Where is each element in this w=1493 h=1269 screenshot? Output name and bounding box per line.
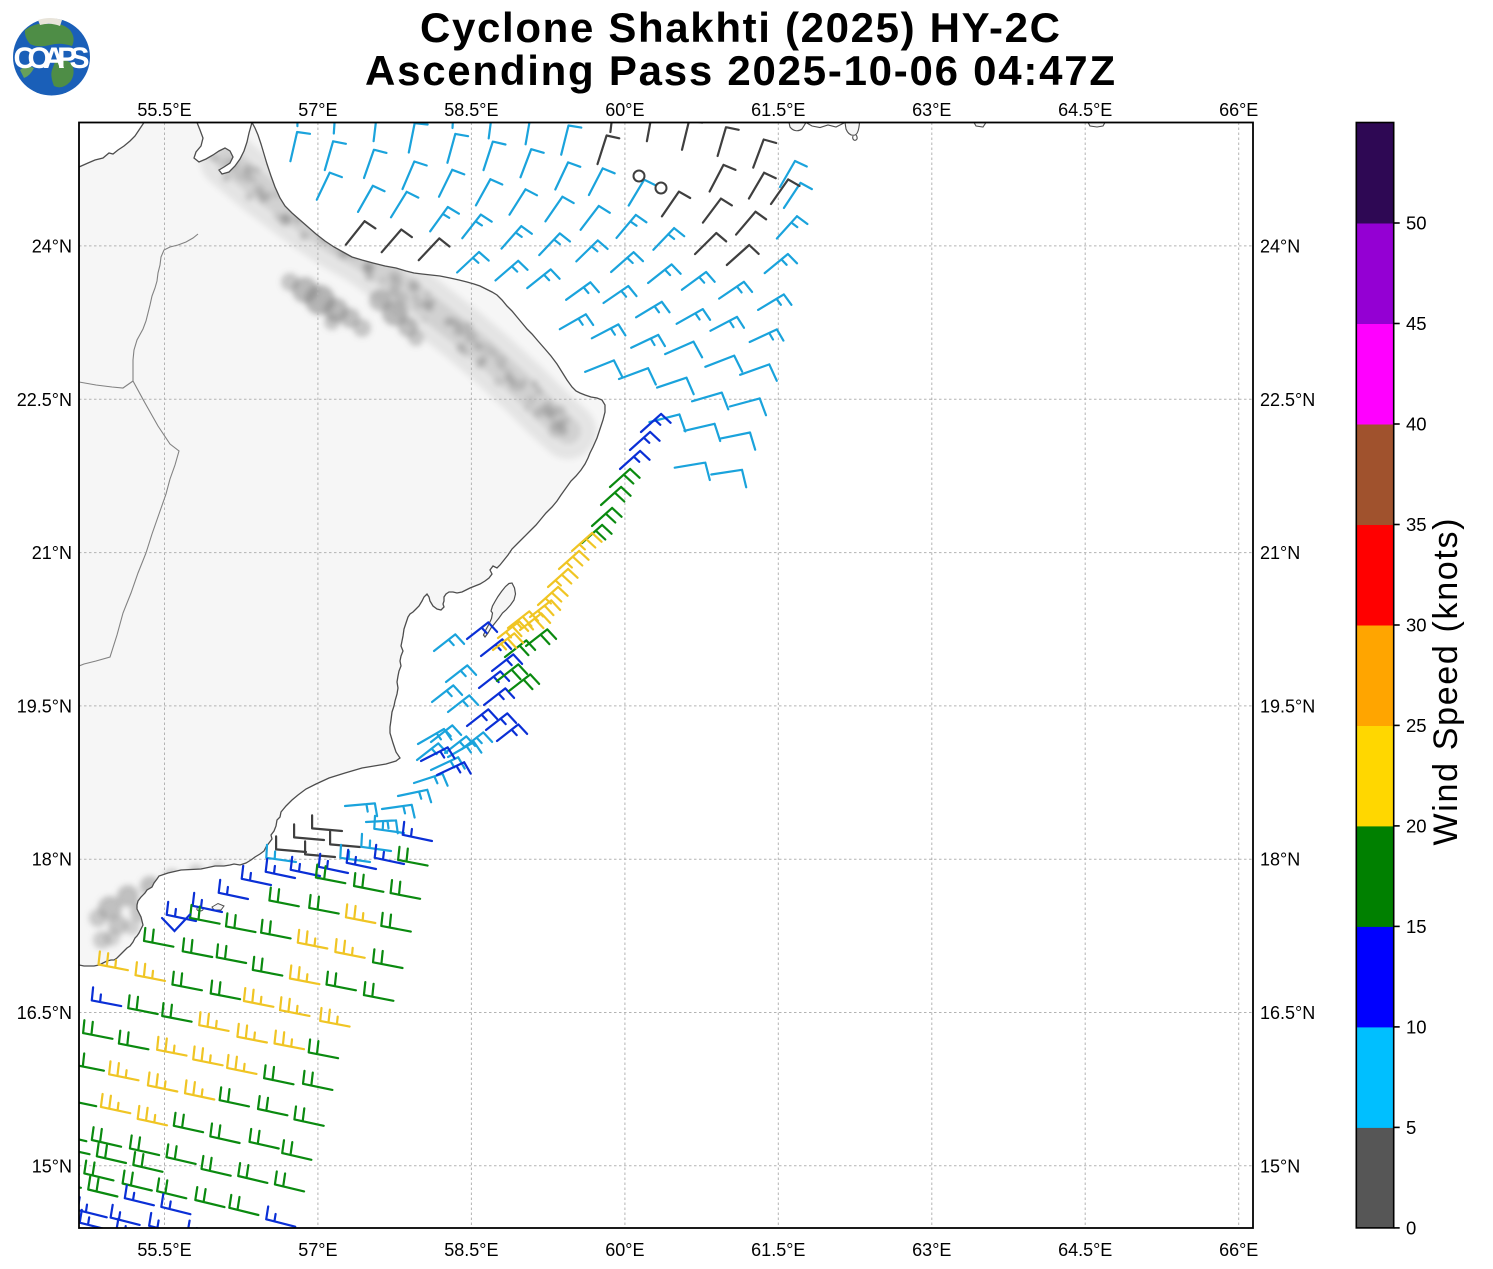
svg-text:21°N: 21°N [1260, 543, 1300, 563]
svg-text:18°N: 18°N [1260, 850, 1300, 870]
svg-text:61.5°E: 61.5°E [751, 100, 805, 120]
svg-text:57°E: 57°E [298, 100, 337, 120]
svg-text:40: 40 [1406, 414, 1427, 435]
svg-text:63°E: 63°E [912, 100, 951, 120]
svg-text:19.5°N: 19.5°N [17, 696, 72, 716]
svg-text:0: 0 [1406, 1218, 1416, 1239]
svg-text:45: 45 [1406, 313, 1427, 334]
svg-text:Ascending Pass 2025-10-06 04:4: Ascending Pass 2025-10-06 04:47Z [365, 47, 1115, 94]
svg-text:19.5°N: 19.5°N [1260, 696, 1315, 716]
svg-text:10: 10 [1406, 1017, 1427, 1038]
svg-text:18°N: 18°N [32, 850, 72, 870]
svg-text:58.5°E: 58.5°E [444, 100, 498, 120]
svg-text:15: 15 [1406, 916, 1427, 937]
svg-text:55.5°E: 55.5°E [137, 1240, 191, 1260]
svg-text:5: 5 [1406, 1117, 1416, 1138]
svg-text:50: 50 [1406, 213, 1427, 234]
svg-text:COAPS: COAPS [14, 42, 90, 75]
svg-text:20: 20 [1406, 816, 1427, 837]
svg-text:57°E: 57°E [298, 1240, 337, 1260]
svg-text:60°E: 60°E [605, 100, 644, 120]
svg-text:22.5°N: 22.5°N [1260, 390, 1315, 410]
svg-text:61.5°E: 61.5°E [751, 1240, 805, 1260]
svg-text:58.5°E: 58.5°E [444, 1240, 498, 1260]
svg-text:Cyclone Shakhti (2025) HY-2C: Cyclone Shakhti (2025) HY-2C [420, 4, 1060, 51]
svg-text:21°N: 21°N [32, 543, 72, 563]
svg-text:66°E: 66°E [1219, 100, 1258, 120]
svg-text:15°N: 15°N [32, 1156, 72, 1176]
svg-text:Wind Speed (knots): Wind Speed (knots) [1427, 519, 1465, 846]
svg-text:15°N: 15°N [1260, 1156, 1300, 1176]
svg-text:16.5°N: 16.5°N [17, 1003, 72, 1023]
svg-text:35: 35 [1406, 514, 1427, 535]
svg-text:24°N: 24°N [32, 236, 72, 256]
svg-text:25: 25 [1406, 715, 1427, 736]
svg-text:64.5°E: 64.5°E [1058, 100, 1112, 120]
svg-text:55.5°E: 55.5°E [137, 100, 191, 120]
svg-text:60°E: 60°E [605, 1240, 644, 1260]
svg-text:22.5°N: 22.5°N [17, 390, 72, 410]
svg-text:30: 30 [1406, 615, 1427, 636]
svg-text:24°N: 24°N [1260, 236, 1300, 256]
svg-text:66°E: 66°E [1219, 1240, 1258, 1260]
svg-text:64.5°E: 64.5°E [1058, 1240, 1112, 1260]
svg-text:63°E: 63°E [912, 1240, 951, 1260]
svg-text:16.5°N: 16.5°N [1260, 1003, 1315, 1023]
